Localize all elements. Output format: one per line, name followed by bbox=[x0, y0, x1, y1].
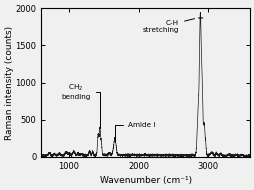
Y-axis label: Raman intensity (counts): Raman intensity (counts) bbox=[5, 25, 14, 140]
Text: CH$_2$
bending: CH$_2$ bending bbox=[61, 83, 99, 128]
Text: Amide I: Amide I bbox=[114, 122, 155, 142]
X-axis label: Wavenumber (cm⁻¹): Wavenumber (cm⁻¹) bbox=[99, 176, 191, 185]
Text: C-H
stretching: C-H stretching bbox=[142, 19, 194, 33]
